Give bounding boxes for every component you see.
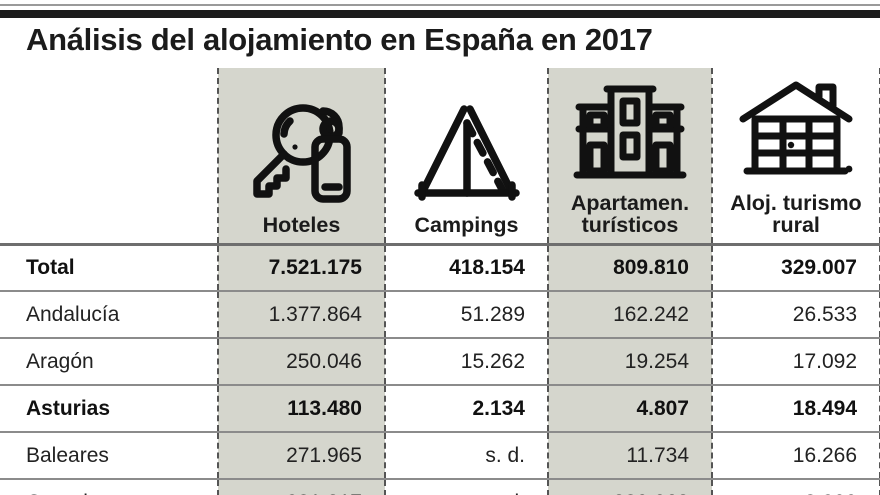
- cell-hoteles: 1.377.864: [217, 290, 386, 338]
- table-row: Aragón 250.046 15.262 19.254 17.092: [0, 337, 880, 385]
- page-title: Análisis del alojamiento en España en 20…: [26, 22, 653, 57]
- header-apartamentos-line2: turísticos: [581, 212, 679, 237]
- hotel-key-icon: [219, 93, 384, 215]
- cell-apartamentos: 230.063: [547, 478, 713, 495]
- header-hoteles-label: Hoteles: [262, 212, 341, 237]
- cell-campings: 418.154: [385, 242, 549, 291]
- row-region: Asturias: [0, 384, 218, 432]
- row-region: Canarias: [0, 478, 218, 495]
- table-row: Andalucía 1.377.864 51.289 162.242 26.53…: [0, 290, 880, 338]
- cell-apartamentos: 809.810: [547, 242, 713, 291]
- table-body: Total 7.521.175 418.154 809.810 329.007 …: [0, 242, 880, 495]
- cell-campings: 51.289: [385, 290, 549, 338]
- apartment-building-icon: [549, 71, 711, 193]
- top-thick-rule: [0, 10, 880, 18]
- cell-apartamentos: 11.734: [547, 431, 713, 479]
- tent-icon: [386, 93, 547, 215]
- header-apartamentos-line1: Apartamen.: [570, 190, 690, 215]
- cell-rural: 26.533: [712, 290, 880, 338]
- cell-apartamentos: 4.807: [547, 384, 713, 432]
- cell-hoteles: 981.217: [217, 478, 386, 495]
- cell-rural: 8.900: [712, 478, 880, 495]
- cell-hoteles: 7.521.175: [217, 242, 386, 291]
- cell-hoteles: 271.965: [217, 431, 386, 479]
- cell-hoteles: 113.480: [217, 384, 386, 432]
- accommodation-table: Hoteles Campings: [0, 68, 880, 495]
- header-campings: Campings: [385, 68, 549, 244]
- cell-campings: s. d.: [385, 431, 549, 479]
- cell-rural: 16.266: [712, 431, 880, 479]
- table-row: Baleares 271.965 s. d. 11.734 16.266: [0, 431, 880, 479]
- table-row: Asturias 113.480 2.134 4.807 18.494: [0, 384, 880, 432]
- header-campings-label: Campings: [414, 212, 519, 237]
- header-rural-line1: Aloj. turismo: [730, 190, 862, 215]
- cell-campings: s. d.: [385, 478, 549, 495]
- row-region: Aragón: [0, 337, 218, 385]
- log-cabin-icon: [713, 71, 879, 193]
- header-rural-line2: rural: [772, 212, 820, 237]
- header-hoteles: Hoteles: [217, 68, 386, 244]
- cell-apartamentos: 19.254: [547, 337, 713, 385]
- table-header-row: Hoteles Campings: [0, 68, 880, 244]
- table-row: Total 7.521.175 418.154 809.810 329.007: [0, 242, 880, 291]
- row-region: Total: [0, 242, 218, 291]
- table-row: Canarias 981.217 s. d. 230.063 8.900: [0, 478, 880, 495]
- header-rural: Aloj. turismo rural: [712, 68, 880, 244]
- header-apartamentos-label: Apartamen. turísticos: [549, 190, 711, 237]
- cell-hoteles: 250.046: [217, 337, 386, 385]
- cell-rural: 329.007: [712, 242, 880, 291]
- header-apartamentos: Apartamen. turísticos: [547, 68, 713, 244]
- cell-rural: 18.494: [712, 384, 880, 432]
- row-region: Andalucía: [0, 290, 218, 338]
- row-region: Baleares: [0, 431, 218, 479]
- cell-apartamentos: 162.242: [547, 290, 713, 338]
- top-thin-rule: [0, 4, 880, 6]
- cell-rural: 17.092: [712, 337, 880, 385]
- header-region: [0, 68, 218, 244]
- cell-campings: 15.262: [385, 337, 549, 385]
- header-rural-label: Aloj. turismo rural: [713, 190, 879, 237]
- cell-campings: 2.134: [385, 384, 549, 432]
